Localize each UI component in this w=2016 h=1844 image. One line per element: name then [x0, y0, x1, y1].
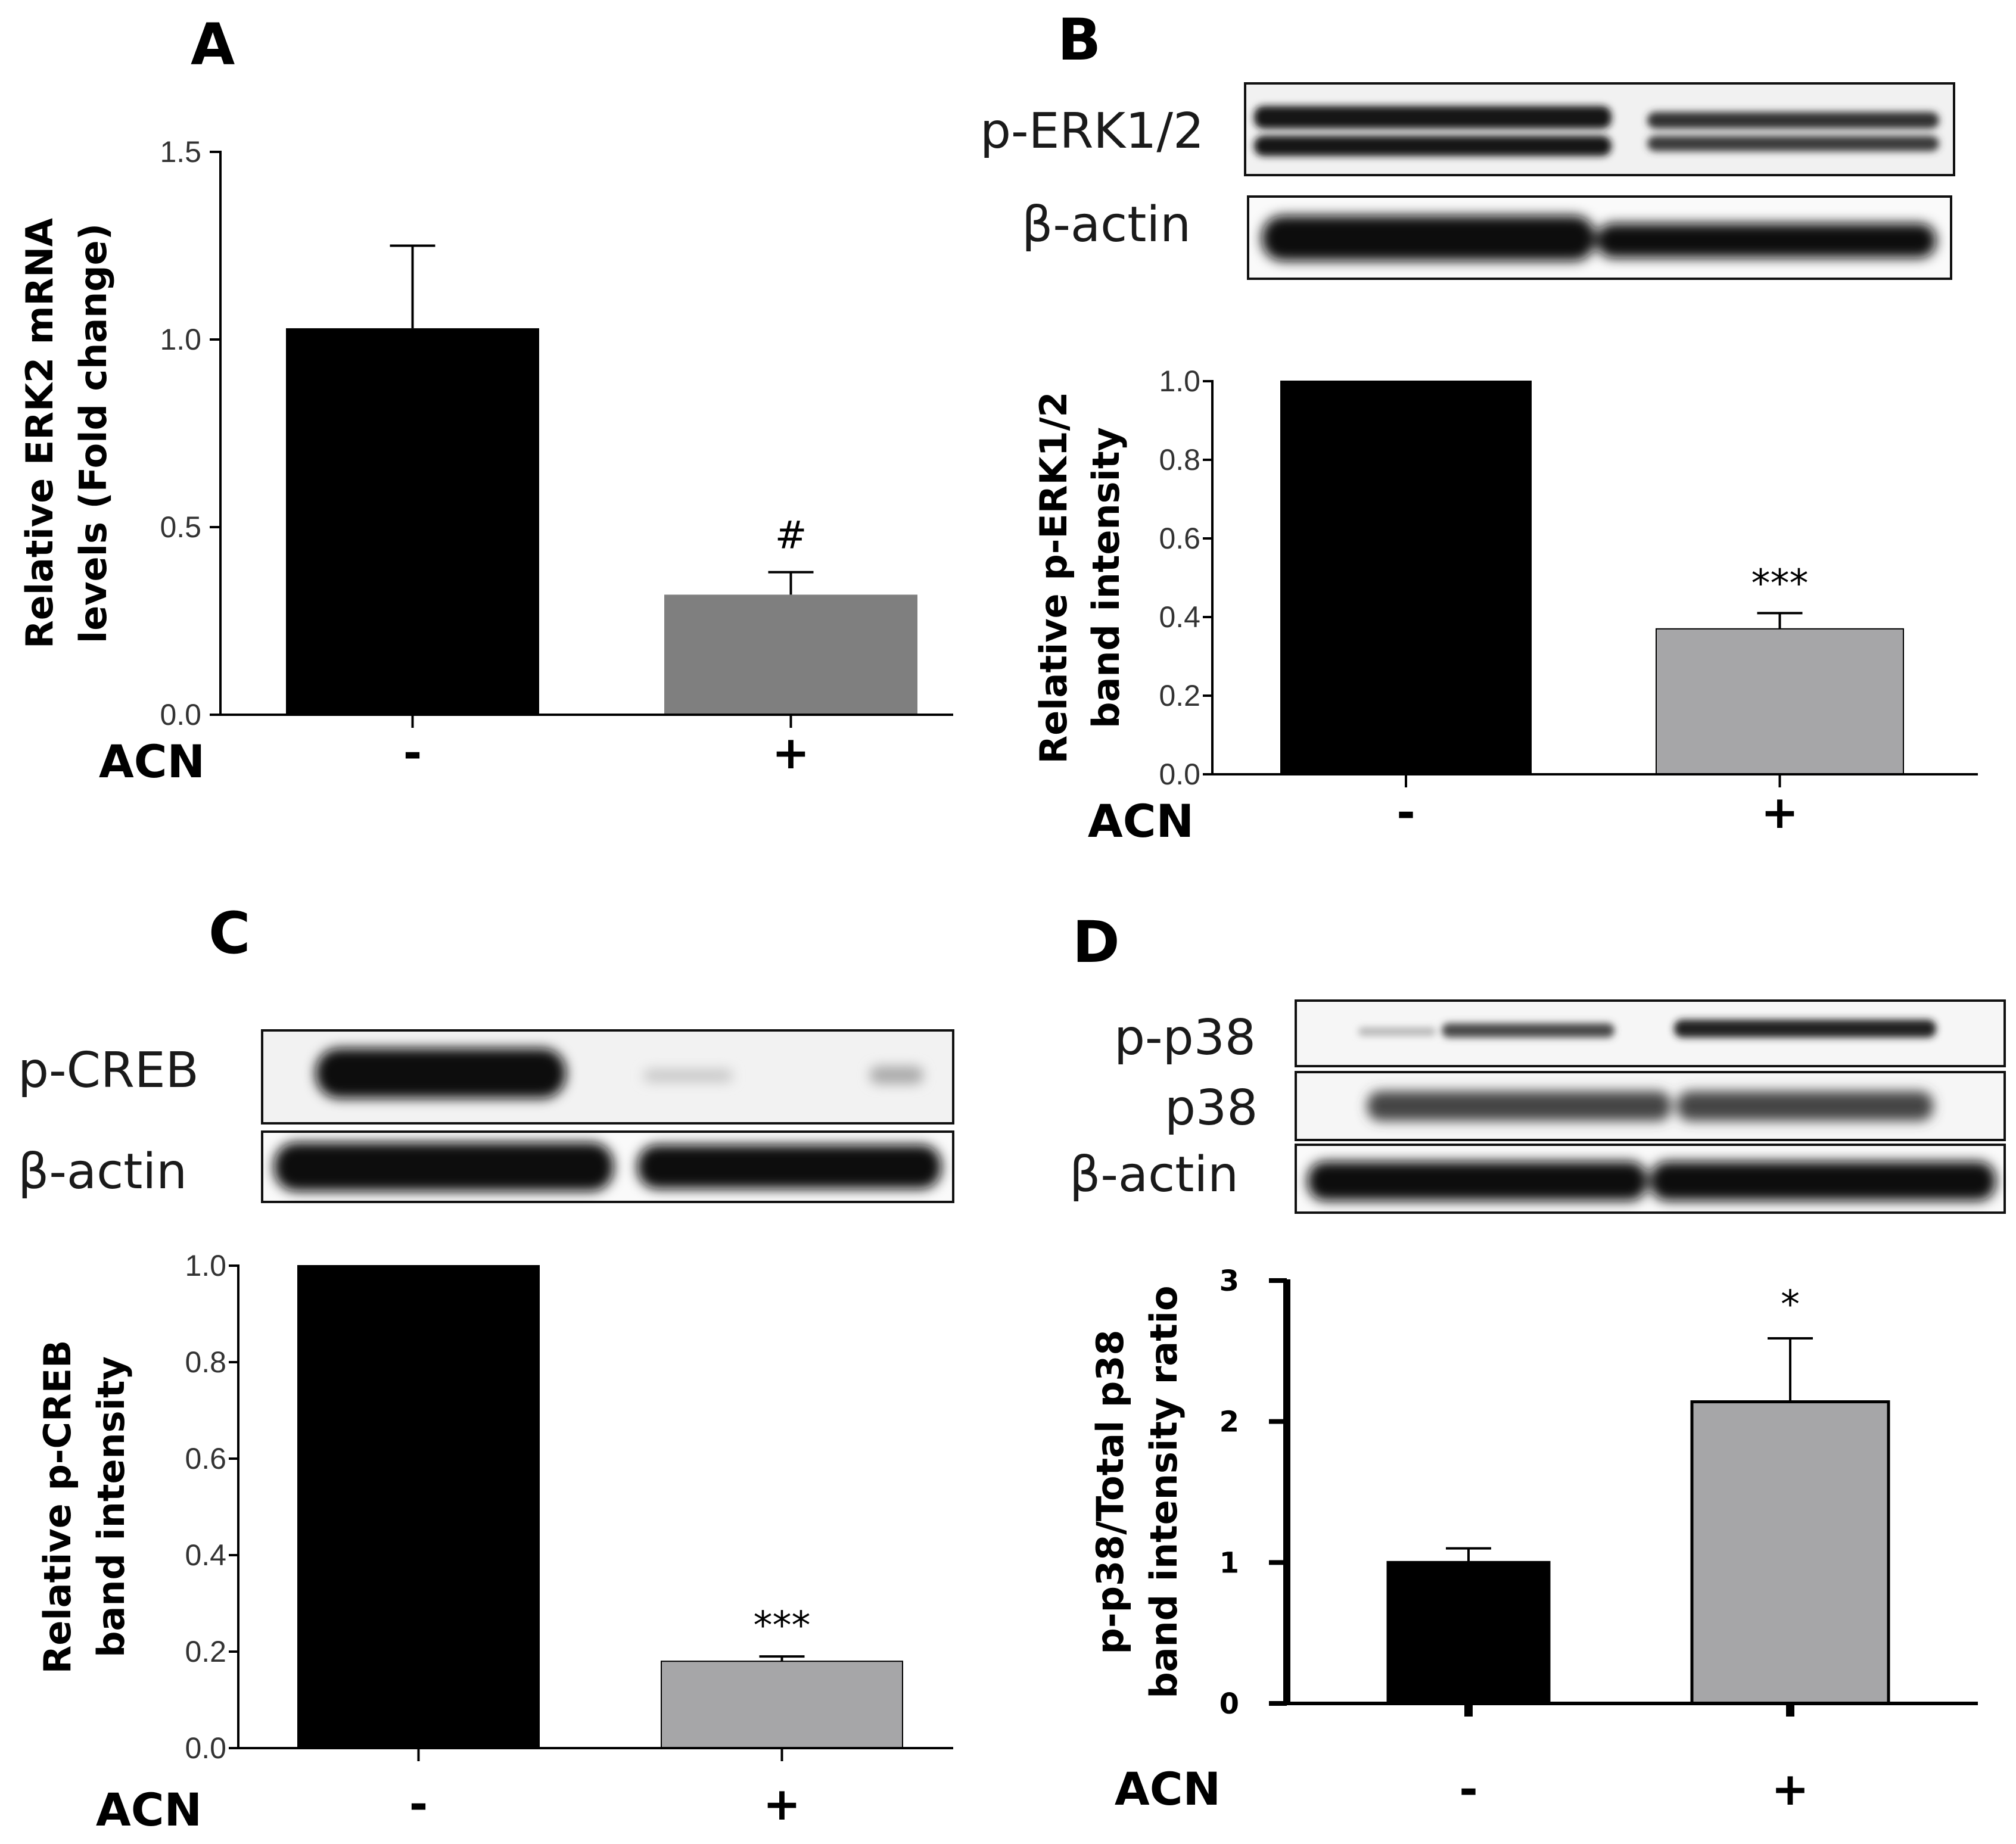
- chart-d-y-tick-label-2: 2: [1219, 1406, 1239, 1439]
- chart-c-x-tick-label-1: +: [763, 1777, 801, 1830]
- chart-a-bar-1: [664, 594, 917, 715]
- chart-d-y-label-line-1: band intensity ratio: [1142, 1285, 1186, 1698]
- chart-b-x-group-label: ACN: [1088, 795, 1194, 848]
- blot-bands-p-erk: [1254, 106, 1939, 156]
- chart-d-y-tick-label-3: 3: [1219, 1264, 1239, 1298]
- chart-c-y-tick-label-0: 0.0: [185, 1731, 226, 1765]
- blot-label-p-p38: p-p38: [1114, 1010, 1256, 1066]
- chart-b-y-tick-label-2: 0.4: [1159, 600, 1200, 634]
- chart-b-y-tick-label-4: 0.8: [1159, 443, 1200, 476]
- chart-a-y-label-line-1: levels (Fold change): [71, 223, 115, 643]
- blot-bands-p38: [1367, 1091, 1933, 1121]
- blot-bands-actin-c: [274, 1142, 941, 1191]
- chart-d-significance-1: *: [1781, 1283, 1800, 1327]
- chart-d-bar-1: [1690, 1400, 1890, 1705]
- chart-c-y-tick-label-1: 0.2: [185, 1635, 226, 1668]
- chart-b-x-tick-label-0: -: [1396, 786, 1415, 839]
- blot-label-actin-d: β-actin: [1069, 1147, 1239, 1203]
- chart-b-y-tick-label-1: 0.2: [1159, 679, 1200, 712]
- blot-bands-actin-d: [1308, 1161, 1996, 1201]
- chart-c-y-tick-label-5: 1.0: [185, 1249, 226, 1282]
- chart-c-y-label-line-1: band intensity: [89, 1356, 133, 1658]
- blot-label-p-creb: p-CREB: [18, 1042, 199, 1099]
- chart-d-y-tick-label-1: 1: [1219, 1546, 1239, 1580]
- blot-label-actin-b: β-actin: [1022, 197, 1191, 253]
- chart-a-x-group-label: ACN: [99, 735, 205, 788]
- blot-label-p38: p38: [1165, 1080, 1258, 1136]
- chart-c-y-tick-label-2: 0.4: [185, 1538, 226, 1572]
- chart-a-x-tick-label-0: -: [403, 726, 422, 779]
- chart-b: *** 0.0 0.2 0.4 0.6 0.8 1.0 - + ACN Relative p-ERK…: [1032, 365, 1978, 848]
- chart-d-x-group-label: ACN: [1115, 1762, 1221, 1815]
- chart-a-y-tick-label-1: 0.5: [160, 510, 201, 544]
- chart-c-y-tick-label-3: 0.6: [185, 1442, 226, 1475]
- chart-b-bar-0: [1280, 381, 1532, 775]
- chart-c-significance-1: ***: [754, 1604, 811, 1648]
- chart-d-y-label-line-0: p-p38/Total p38: [1088, 1329, 1132, 1654]
- chart-b-y-tick-label-3: 0.6: [1159, 522, 1200, 555]
- chart-d: * 0 1 2 3 - + ACN p-p38/Total p38 band intensity …: [1088, 1264, 1978, 1815]
- chart-b-y-label-line-1: band intensity: [1084, 427, 1128, 728]
- chart-d-x-tick-label-1: +: [1771, 1762, 1809, 1815]
- blot-bands-actin-b: [1262, 216, 1936, 261]
- blot-bands-p-creb: [316, 1048, 923, 1098]
- chart-a: #0.0 0.5 1.0 1.5 - + ACN Relative ERK2 mRNA leve…: [18, 135, 953, 788]
- chart-a-y-tick-label-2: 1.0: [160, 323, 201, 356]
- chart-c-bar-0: [297, 1265, 540, 1749]
- chart-c: *** 0.0 0.2 0.4 0.6 0.8 1.0 - + ACN Relative p-CRE…: [36, 1249, 953, 1836]
- chart-b-x-tick-label-1: +: [1761, 786, 1799, 839]
- chart-a-y-tick-label-0: 0.0: [160, 698, 201, 731]
- chart-a-y-tick-label-3: 1.5: [160, 135, 201, 169]
- panel-letter-b: B: [1057, 7, 1101, 73]
- blot-frame-p-erk: [1244, 82, 1955, 176]
- chart-b-y-label-line-0: Relative p-ERK1/2: [1032, 392, 1075, 764]
- chart-d-x-tick-label-0: -: [1459, 1762, 1478, 1815]
- blot-label-p-erk: p-ERK1/2: [980, 103, 1204, 160]
- panel-letter-c: C: [209, 900, 250, 967]
- chart-d-y-tick-label-0: 0: [1219, 1687, 1239, 1721]
- chart-a-x-tick-label-1: +: [772, 726, 810, 779]
- chart-b-bar-1: [1656, 628, 1904, 775]
- chart-b-significance-1: ***: [1751, 562, 1809, 606]
- blot-d: p-p38 p38 β-actin: [1069, 999, 2006, 1214]
- panel-letter-a: A: [191, 11, 235, 78]
- chart-a-bar-0: [286, 328, 539, 715]
- panel-letter-d: D: [1072, 909, 1120, 976]
- blot-c: p-CREB β-actin: [18, 1029, 954, 1203]
- chart-c-y-label-line-0: Relative p-CREB: [36, 1340, 79, 1674]
- chart-d-bar-0: [1386, 1560, 1551, 1705]
- blot-bands-p-p38: [1358, 1020, 1936, 1038]
- blot-label-actin-c: β-actin: [18, 1144, 187, 1200]
- chart-b-y-tick-label-5: 1.0: [1159, 365, 1200, 398]
- chart-c-y-tick-label-4: 0.8: [185, 1345, 226, 1379]
- chart-a-significance-1: #: [775, 514, 807, 558]
- blot-b: p-ERK1/2 β-actin: [980, 82, 1955, 280]
- chart-b-y-tick-label-0: 0.0: [1159, 758, 1200, 791]
- chart-c-bar-1: [661, 1661, 903, 1749]
- chart-a-y-label-line-0: Relative ERK2 mRNA: [18, 218, 61, 649]
- chart-c-x-tick-label-0: -: [409, 1777, 428, 1830]
- chart-c-x-group-label: ACN: [96, 1783, 202, 1836]
